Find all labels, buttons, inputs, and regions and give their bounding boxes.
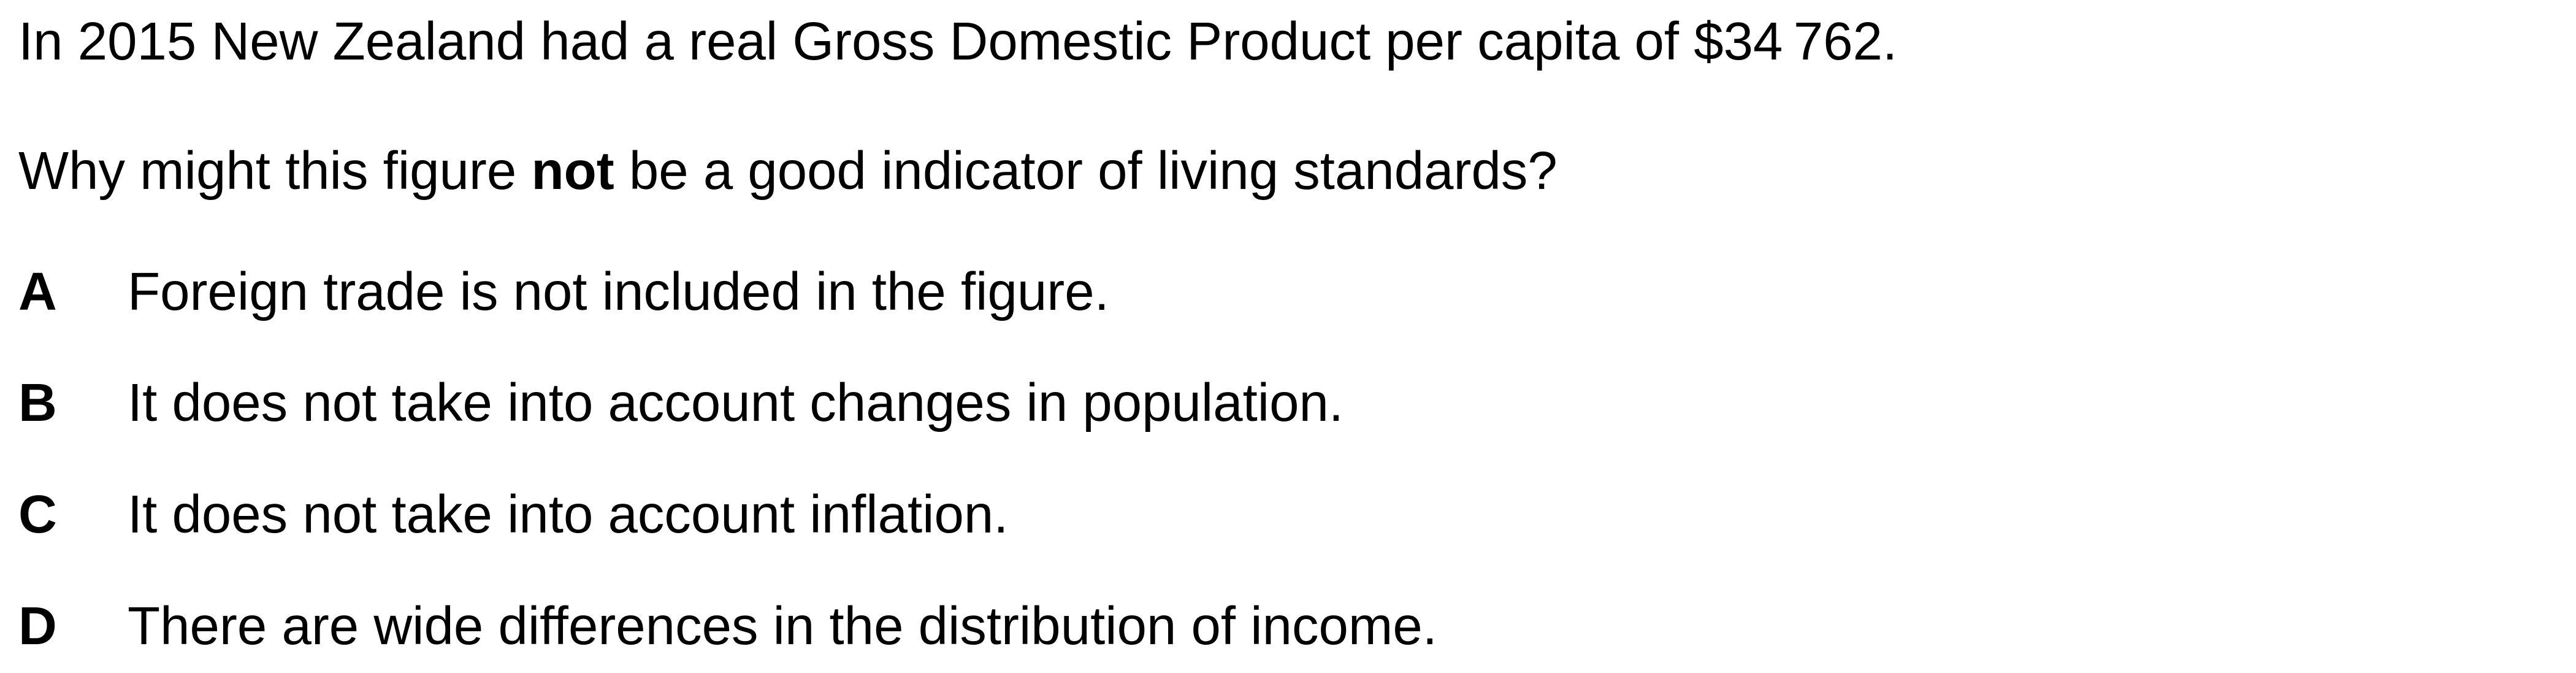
option-text: It does not take into account changes in… [128,373,1344,433]
question-prompt: Why might this figure not be a good indi… [18,144,1557,198]
option-letter: A [18,262,57,321]
option-letter: B [18,373,57,433]
option-letter: C [18,485,57,544]
question-text-after: be a good indicator of living standards? [614,141,1557,201]
option-text: There are wide differences in the distri… [128,596,1437,656]
option-letter: D [18,596,57,656]
option-text: Foreign trade is not included in the fig… [128,262,1109,321]
option-text: It does not take into account inflation. [128,485,1009,544]
question-stem: In 2015 New Zealand had a real Gross Dom… [18,12,1898,71]
question-text-before: Why might this figure [18,141,532,201]
question-emphasis: not [531,141,614,201]
